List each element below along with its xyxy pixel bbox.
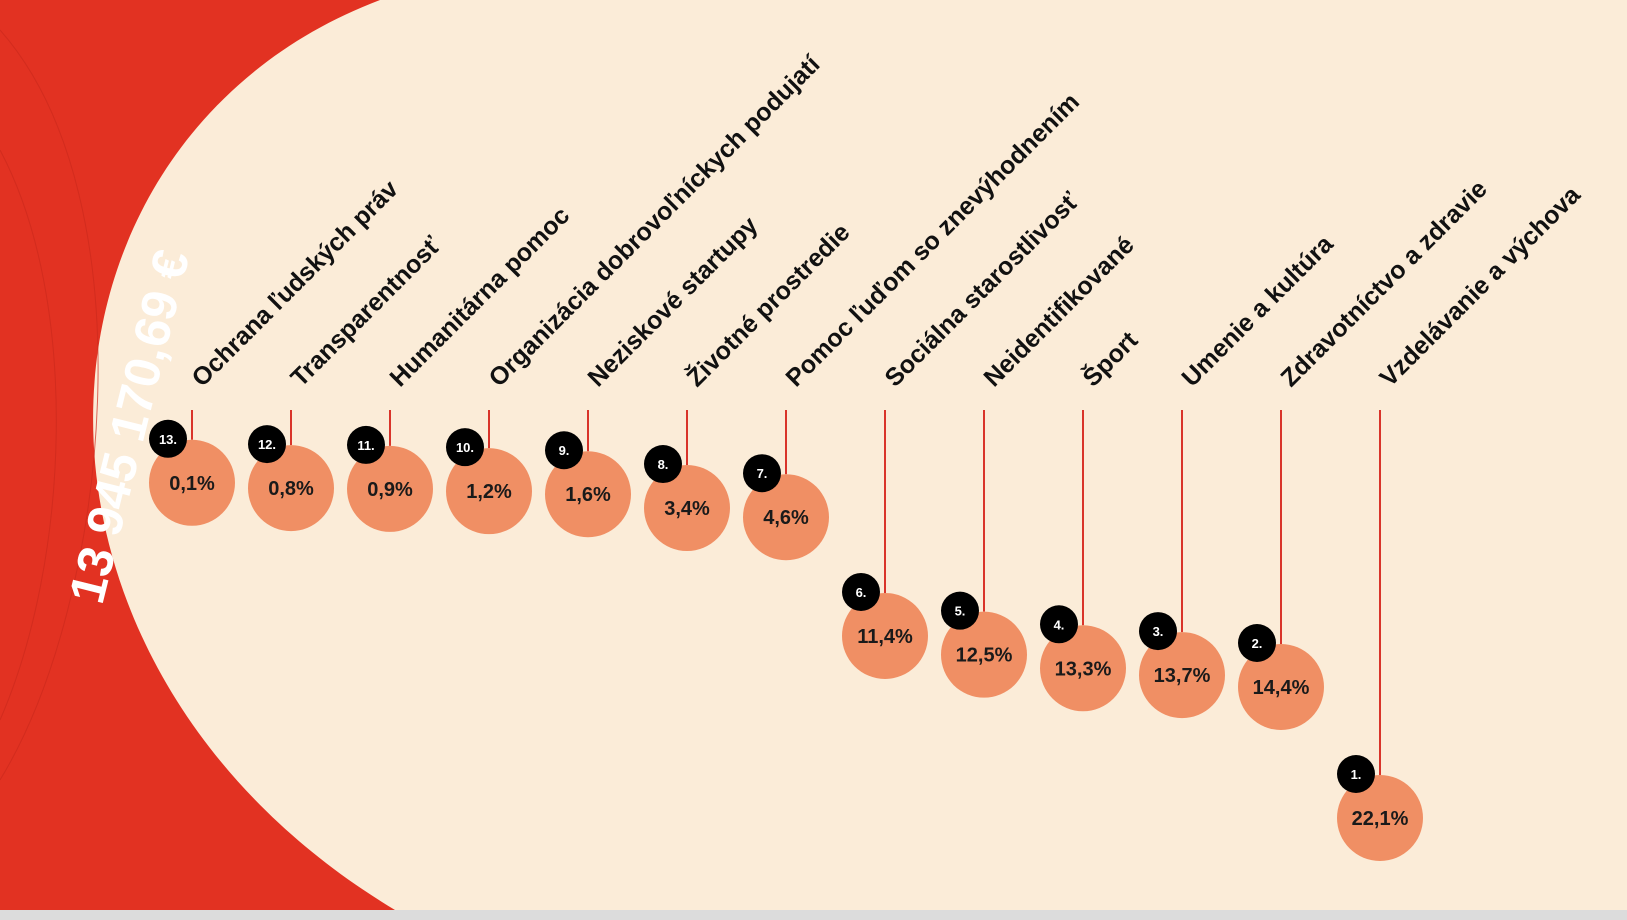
rank-label: 4. [1054,617,1065,632]
rank-label: 5. [955,604,966,619]
value-bubble [1238,643,1324,730]
bubble-group: 0,1% 13. 0,8% 12. 0,9% 11. 1,2% 10. 1,6% 9. 3,4% 8.… [149,419,1423,861]
rank-badge [842,572,880,611]
value-bubble [347,445,433,532]
rank-badge [347,425,385,464]
category-label: Ochrana ľudských práv [186,175,403,392]
value-bubble [1040,625,1126,712]
connector-lines [191,410,1381,775]
value-label: 14,4% [1253,677,1310,699]
rank-badge [149,419,187,458]
rank-label: 8. [658,457,669,472]
rank-label: 3. [1153,624,1164,639]
value-label: 22,1% [1352,808,1409,830]
value-label: 1,2% [466,481,512,503]
value-bubble [743,474,829,561]
value-bubble [941,611,1027,698]
value-label: 12,5% [956,645,1013,667]
category-label: Humanitárna pomoc [384,201,575,392]
value-bubble [248,445,334,532]
value-bubble [545,451,631,538]
arc-ring [0,149,57,721]
value-label: 0,9% [367,479,413,501]
value-bubble [1337,775,1423,861]
rank-badge [743,454,781,493]
rank-badge [1238,623,1276,662]
value-label: 13,7% [1154,665,1211,687]
rank-badge [446,428,484,467]
arc-ring [0,29,99,781]
rank-label: 7. [757,466,768,481]
category-label: Životné prostredie [680,217,855,392]
red-arc [0,0,395,910]
category-label: Vzdelávanie a výchova [1374,180,1586,392]
value-label: 0,8% [268,478,314,500]
category-label: Neziskové startupy [582,211,763,392]
rank-badge [248,425,286,464]
rank-badge [1139,612,1177,651]
value-bubble [149,439,235,526]
value-label: 11,4% [857,626,913,648]
category-label: Sociálna starostlivosť [879,187,1084,392]
value-label: 4,6% [763,507,809,529]
rank-label: 10. [456,440,474,455]
value-label: 3,4% [664,498,710,520]
category-labels: Ochrana ľudských právTransparentnosťHuma… [186,50,1586,393]
value-label: 0,1% [169,473,215,495]
rank-label: 9. [559,443,570,458]
rank-label: 13. [159,432,177,447]
rank-badge [1040,605,1078,644]
rank-badge [545,431,583,470]
rank-badge [644,445,682,484]
rank-badge [941,591,979,630]
category-label: Šport [1076,324,1144,392]
background-decor [0,0,395,910]
value-label: 13,3% [1055,658,1112,680]
rank-label: 6. [856,585,867,600]
rank-label: 12. [258,437,276,452]
value-bubble [644,465,730,552]
rank-badge [1337,755,1375,793]
value-bubble [446,448,532,535]
rank-label: 11. [357,438,374,453]
rank-label: 2. [1252,636,1263,651]
value-bubble [842,592,928,679]
rank-label: 1. [1351,767,1362,782]
value-bubble [1139,632,1225,719]
category-label: Zdravotníctvo a zdravie [1275,175,1492,392]
value-label: 1,6% [565,484,611,506]
